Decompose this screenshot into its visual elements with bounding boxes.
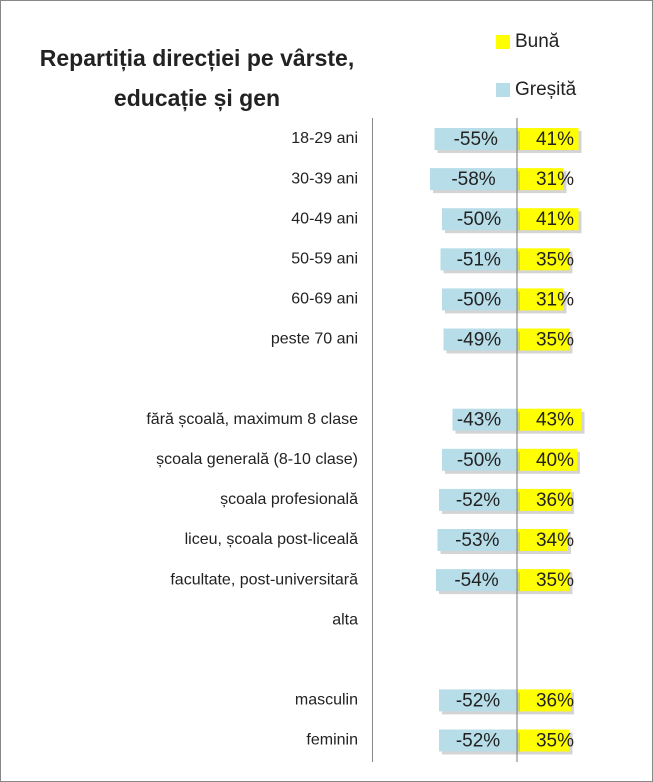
data-label: 35%	[536, 570, 574, 591]
legend-swatch	[496, 83, 510, 97]
bar	[517, 328, 570, 351]
data-label: -52%	[456, 731, 500, 752]
bar	[434, 128, 517, 150]
bar	[517, 569, 570, 592]
bar	[439, 729, 517, 752]
data-label: -52%	[456, 690, 500, 711]
data-label: 34%	[536, 530, 574, 551]
y-tick-label: 50-59 ani	[291, 251, 358, 268]
chart-title: educație și gen	[114, 85, 280, 112]
y-tick-label: feminin	[306, 732, 358, 749]
data-label: -53%	[455, 530, 499, 551]
data-label: -49%	[457, 330, 501, 351]
data-label: 35%	[536, 731, 574, 752]
data-label: 35%	[536, 330, 574, 351]
data-label: -55%	[454, 129, 498, 150]
data-label: 43%	[536, 410, 574, 431]
data-label: 31%	[536, 169, 574, 190]
bar	[442, 208, 517, 231]
data-label: 40%	[536, 450, 574, 471]
data-label: -51%	[457, 249, 501, 270]
bar	[517, 288, 564, 311]
bar	[430, 168, 517, 191]
y-tick-label: liceu, școala post-liceală	[185, 531, 359, 548]
data-label: -54%	[454, 570, 498, 591]
bar	[439, 488, 517, 511]
bar	[443, 328, 517, 351]
bar	[442, 448, 517, 471]
bar	[517, 729, 570, 752]
bar	[517, 689, 571, 712]
bar	[517, 248, 570, 271]
y-tick-label: alta	[332, 611, 358, 628]
data-label: -50%	[457, 450, 501, 471]
data-label: 35%	[536, 249, 574, 270]
bar	[517, 529, 568, 551]
bar	[517, 448, 577, 471]
chart-title: Repartiția direcției pe vârste,	[40, 45, 354, 72]
bar	[452, 408, 517, 431]
legend-label: Greșită	[515, 79, 577, 100]
data-label: 41%	[536, 209, 574, 230]
y-tick-label: facultate, post-universitară	[170, 571, 358, 588]
y-tick-label: școala generală (8-10 clase)	[156, 451, 358, 468]
bar	[517, 408, 582, 431]
data-label: -52%	[456, 490, 500, 511]
legend-label: Bună	[515, 31, 560, 52]
bar	[440, 248, 517, 271]
y-tick-label: 40-49 ani	[291, 210, 358, 227]
bar	[517, 488, 571, 511]
bar	[517, 168, 564, 191]
y-tick-label: 30-39 ani	[291, 170, 358, 187]
y-tick-label: școala profesională	[220, 491, 358, 508]
y-tick-label: masculin	[295, 692, 358, 709]
legend-swatch	[496, 35, 510, 49]
bar	[436, 569, 517, 592]
y-tick-label: fără școală, maximum 8 clase	[146, 411, 358, 428]
data-label: -43%	[457, 410, 501, 431]
bar	[517, 208, 579, 231]
data-label: 41%	[536, 129, 574, 150]
bar	[439, 689, 517, 712]
data-label: 31%	[536, 289, 574, 310]
y-tick-label: 60-69 ani	[291, 291, 358, 308]
data-label: 36%	[536, 490, 574, 511]
bar	[517, 128, 579, 150]
y-tick-label: 18-29 ani	[291, 130, 358, 147]
data-label: -50%	[457, 289, 501, 310]
bar	[437, 529, 517, 551]
y-tick-label: peste 70 ani	[271, 331, 358, 348]
data-label: -50%	[457, 209, 501, 230]
bar	[442, 288, 517, 311]
data-label: 36%	[536, 690, 574, 711]
data-label: -58%	[451, 169, 495, 190]
